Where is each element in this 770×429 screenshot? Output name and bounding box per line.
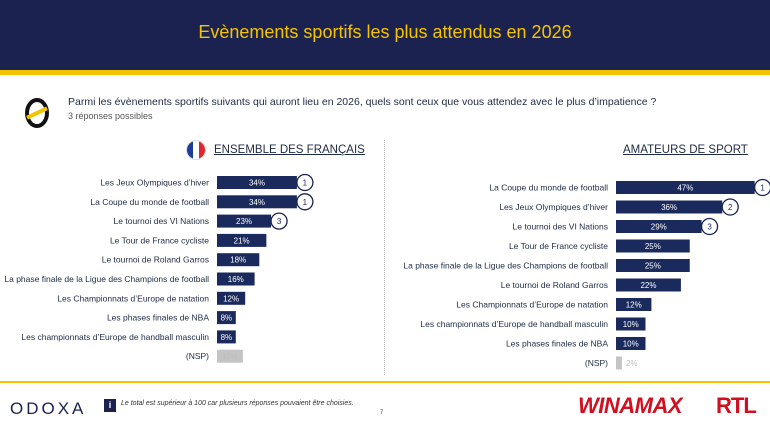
- bar-all-3: [217, 233, 267, 247]
- question-text: Parmi les évènements sportifs suivants q…: [68, 96, 657, 108]
- category-label: La Coupe du monde de football: [489, 183, 608, 193]
- footnote: Le total est supérieur à 100 car plusieu…: [121, 400, 354, 407]
- category-label: La phase finale de la Ligue des Champion…: [4, 274, 209, 284]
- rank-number: 3: [277, 217, 282, 226]
- french-flag-icon: [186, 140, 206, 160]
- category-label: (NSP): [186, 351, 209, 361]
- rank-badge: [296, 193, 314, 211]
- rank-badge: [270, 212, 288, 230]
- value-label: 11%: [222, 352, 237, 361]
- odoxa-question-icon: [25, 98, 49, 128]
- bar-all-9: [217, 349, 243, 363]
- value-label: 10%: [623, 340, 639, 349]
- bar-all-0: [217, 176, 297, 189]
- bar-sport-5: [616, 278, 681, 292]
- category-label: Les Jeux Olympiques d’hiver: [499, 202, 608, 212]
- rank-badge: [296, 173, 314, 192]
- category-label: Les Championnats d’Europe de natation: [57, 293, 209, 303]
- bar-sport-4: [616, 259, 690, 272]
- value-label: 36%: [661, 203, 677, 212]
- value-label: 47%: [677, 184, 693, 193]
- bar-sport-8: [616, 337, 646, 350]
- bar-all-5: [217, 272, 255, 286]
- value-label: 12%: [223, 294, 239, 303]
- category-label: La Coupe du monde de football: [90, 197, 209, 207]
- value-label: 8%: [221, 333, 233, 342]
- question-subtext: 3 réponses possibles: [68, 111, 153, 121]
- bar-all-1: [217, 195, 297, 209]
- bar-all-7: [217, 311, 236, 325]
- rank-badge: [700, 217, 719, 236]
- value-label: 34%: [249, 198, 265, 207]
- category-label: Les phases finales de NBA: [506, 339, 608, 349]
- odoxa-logo: ODOXA: [10, 399, 87, 418]
- value-label: 21%: [234, 236, 250, 245]
- rank-number: 1: [303, 179, 308, 188]
- category-label: Le tournoi de Roland Garros: [102, 255, 209, 265]
- category-label: Les Championnats d’Europe de natation: [456, 300, 608, 310]
- rank-number: 2: [728, 203, 733, 212]
- rank-number: 3: [707, 223, 712, 232]
- bar-sport-0: [616, 181, 755, 194]
- category-label: La phase finale de la Ligue des Champion…: [403, 261, 608, 271]
- bar-sport-7: [616, 317, 646, 331]
- winamax-logo: WINAMAX: [578, 393, 683, 418]
- page-title: Evènements sportifs les plus attendus en…: [198, 22, 572, 42]
- value-label: 18%: [230, 256, 246, 265]
- bar-all-8: [217, 330, 236, 344]
- rank-badge: [721, 198, 739, 216]
- rank-badge: [754, 178, 770, 197]
- bar-sport-1: [616, 200, 723, 214]
- value-label: 23%: [236, 217, 252, 226]
- page-number: 7: [380, 410, 384, 416]
- bar-all-4: [217, 253, 260, 267]
- bar-all-2: [217, 214, 272, 228]
- bar-sport-2: [616, 220, 702, 233]
- category-label: Les championnats d’Europe de handball ma…: [420, 319, 608, 329]
- category-label: Le Tour de France cycliste: [110, 235, 209, 245]
- value-label: 25%: [645, 262, 661, 271]
- header-stripe: [0, 70, 770, 75]
- value-label: 22%: [640, 281, 656, 290]
- category-label: Les phases finales de NBA: [107, 313, 209, 323]
- panel-divider: [384, 140, 385, 375]
- bar-sport-9: [616, 356, 622, 370]
- category-label: Les Jeux Olympiques d’hiver: [100, 178, 209, 188]
- value-label: 2%: [626, 359, 638, 368]
- category-label: Le tournoi de Roland Garros: [501, 280, 608, 290]
- header-banner: Evènements sportifs les plus attendus en…: [0, 0, 770, 70]
- value-label: 25%: [645, 242, 661, 251]
- value-label: 29%: [651, 223, 667, 232]
- footer-line: [0, 381, 770, 383]
- value-label: 10%: [623, 320, 639, 329]
- panel-title-sport: AMATEURS DE SPORT: [623, 144, 748, 156]
- value-label: 8%: [221, 314, 233, 323]
- value-label: 16%: [228, 275, 244, 284]
- category-label: Le tournoi des VI Nations: [114, 216, 209, 226]
- value-label: 12%: [626, 301, 642, 310]
- bar-sport-6: [616, 298, 652, 311]
- value-label: 34%: [249, 179, 265, 188]
- category-label: Les championnats d’Europe de handball ma…: [21, 332, 209, 342]
- bar-sport-3: [616, 239, 690, 253]
- bar-all-6: [217, 291, 246, 305]
- category-label: Le tournoi des VI Nations: [513, 222, 608, 232]
- panel-title-all: ENSEMBLE DES FRANÇAIS: [214, 144, 365, 156]
- info-icon: i: [104, 399, 116, 412]
- rank-number: 1: [303, 198, 308, 207]
- category-label: Le Tour de France cycliste: [509, 241, 608, 251]
- rank-number: 1: [760, 184, 765, 193]
- category-label: (NSP): [585, 358, 608, 368]
- rtl-logo: RTL: [716, 393, 757, 418]
